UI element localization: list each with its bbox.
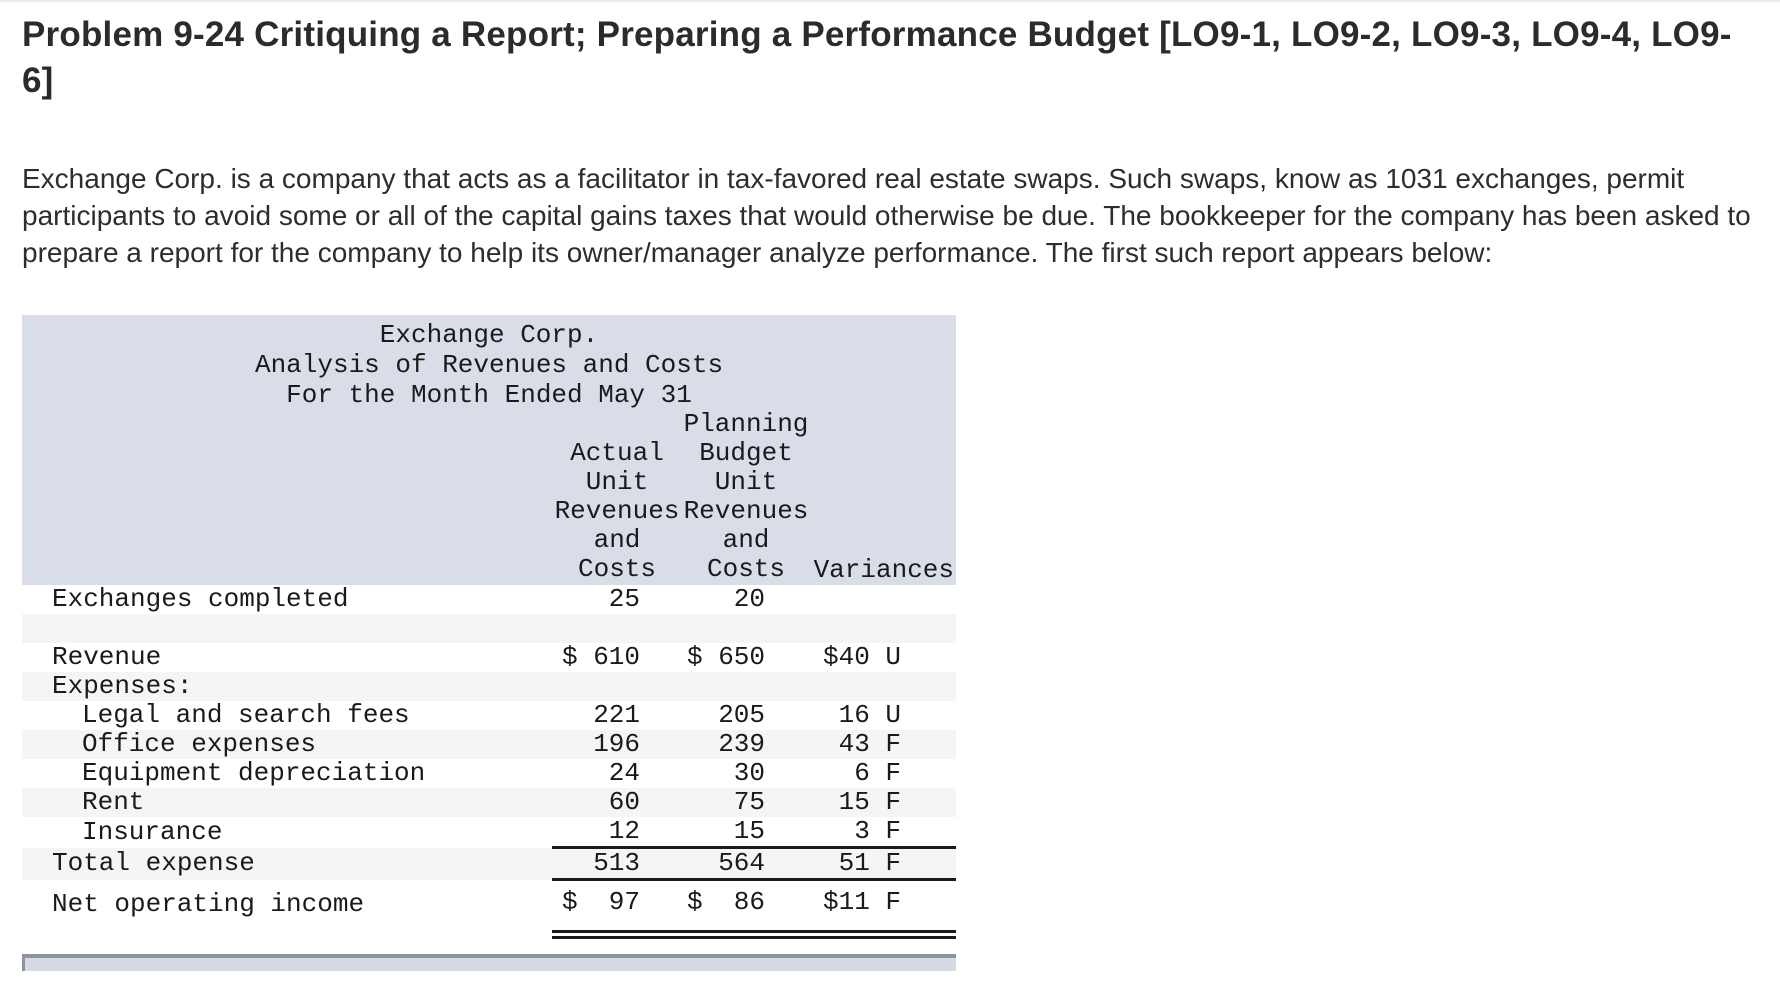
problem-title: Problem 9-24 Critiquing a Report; Prepar…: [22, 15, 1732, 100]
actual-value: 24: [608, 759, 640, 788]
variance-value: [810, 614, 957, 643]
performance-report-table: Exchange Corp. Analysis of Revenues and …: [22, 315, 957, 939]
variance-value: [810, 585, 956, 614]
variance-value: 51 F: [810, 847, 957, 881]
column-header-blank: [22, 410, 552, 585]
budget-value: 15: [682, 817, 810, 849]
budget-value: [682, 672, 810, 701]
table-row-insurance: Insurance 12 15 3 F: [22, 817, 957, 849]
actual-value: $ 610: [561, 643, 640, 672]
report-column-header-row: Actual Unit Revenues and Costs Planning …: [22, 410, 957, 585]
actual-value: 60: [552, 788, 682, 817]
column-header-actual: Actual Unit Revenues and Costs: [552, 410, 682, 585]
variance-value: 6 F: [854, 759, 902, 788]
actual-value: [552, 672, 682, 701]
row-label: Revenue: [52, 643, 162, 672]
report-company-name: Exchange Corp.: [379, 320, 599, 350]
table-row-total-expense: Total expense 513 564 51 F: [22, 847, 957, 881]
actual-value: 12: [552, 817, 682, 849]
table-row-rent: Rent 60 75 15 F: [22, 788, 957, 817]
report-period: For the Month Ended May 31: [286, 380, 692, 410]
report-caption-row: Exchange Corp. Analysis of Revenues and …: [22, 315, 957, 410]
table-row-exchanges-completed: Exchanges completed 25 20: [22, 585, 956, 614]
variance-value: 16 U: [838, 701, 902, 730]
table-row-office-expenses: Office expenses 196 239 43 F: [22, 730, 957, 759]
variance-value: 3 F: [810, 817, 957, 849]
table-row-blank: [22, 614, 957, 643]
actual-value: 221: [593, 701, 640, 730]
budget-value: $ 86: [682, 879, 810, 939]
budget-value: [682, 614, 810, 643]
intro-paragraph: Exchange Corp. is a company that acts as…: [22, 163, 1751, 268]
budget-value: 75: [682, 788, 810, 817]
row-label: Equipment depreciation: [82, 759, 426, 788]
row-label: Office expenses: [22, 730, 552, 759]
actual-value: 25: [608, 585, 640, 614]
row-label: Exchanges completed: [52, 585, 349, 614]
actual-value: 196: [552, 730, 682, 759]
table-row-legal-and-search-fees: Legal and search fees 221 205 16 U: [22, 701, 956, 730]
row-label: Expenses:: [22, 672, 552, 701]
row-label: Net operating income: [52, 888, 365, 919]
budget-value: 205: [718, 701, 765, 730]
table-row-expenses-heading: Expenses:: [22, 672, 957, 701]
table-row-equipment-depreciation: Equipment depreciation 24 30 6 F: [22, 759, 956, 788]
budget-value: $ 650: [686, 643, 765, 672]
budget-value: 20: [733, 585, 765, 614]
budget-value: 564: [682, 847, 810, 881]
column-header-variances: Variances: [810, 410, 957, 585]
variance-value: [810, 672, 957, 701]
budget-value: 30: [733, 759, 765, 788]
variance-value: 43 F: [810, 730, 957, 759]
next-section-header-bar: [22, 954, 956, 971]
budget-value: 239: [682, 730, 810, 759]
row-label: Legal and search fees: [82, 701, 410, 730]
row-label: Rent: [22, 788, 552, 817]
variance-value: $40 U: [823, 643, 902, 672]
actual-value: [552, 614, 682, 643]
column-header-planning-budget: Planning Budget Unit Revenues and Costs: [682, 410, 810, 585]
row-label: Total expense: [22, 847, 552, 880]
table-row-net-operating-income: Net operating income $ 97 $ 86 $11 F: [22, 879, 957, 939]
variance-value: $11 F: [810, 879, 957, 939]
actual-value: 513: [552, 847, 682, 881]
row-label: Insurance: [82, 817, 223, 847]
variance-value: 15 F: [810, 788, 957, 817]
table-row-revenue: Revenue $ 610 $ 650 $40 U: [22, 643, 956, 672]
actual-value: $ 97: [552, 879, 682, 939]
report-subtitle: Analysis of Revenues and Costs: [254, 350, 724, 380]
row-label: [22, 614, 552, 643]
